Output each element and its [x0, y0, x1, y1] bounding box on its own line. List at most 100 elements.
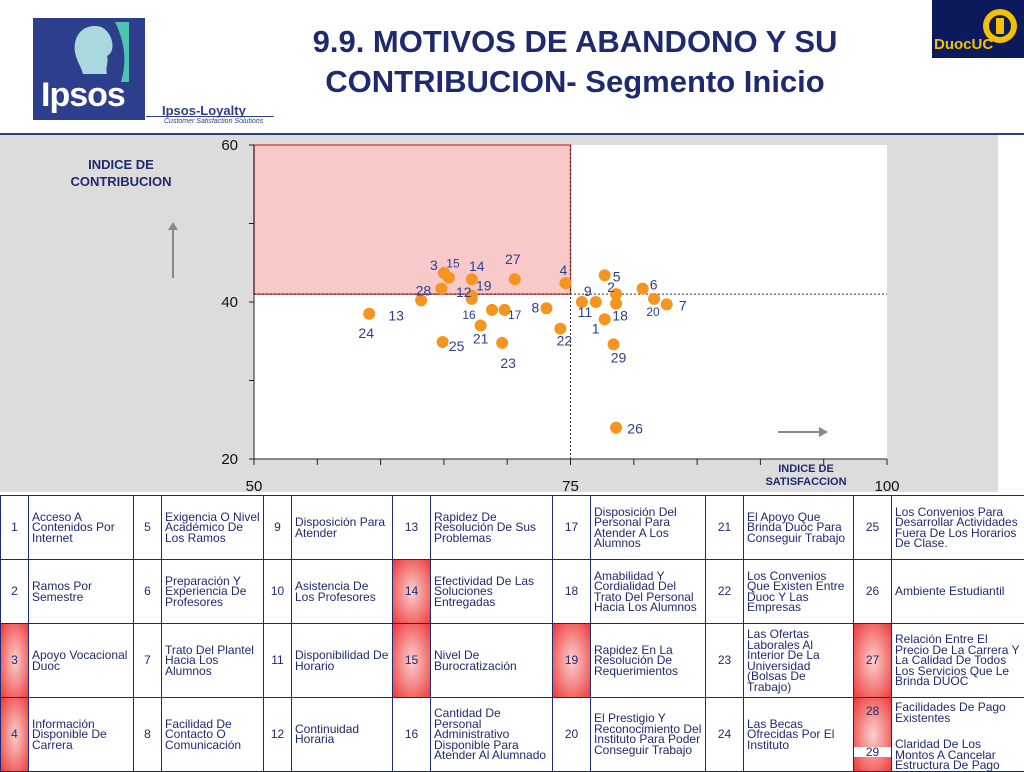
legend-number: 25: [854, 496, 892, 560]
legend-description: Relación Entre El Precio De La Carrera Y…: [892, 624, 1024, 698]
legend-description: Disposición Del Personal Para Atender A …: [591, 496, 706, 560]
legend-number: 1: [1, 496, 29, 560]
data-point-label: 28: [416, 283, 432, 299]
data-point: [610, 422, 622, 434]
data-point-label: 20: [646, 305, 660, 319]
legend-description: Acceso A Contenidos Por Internet: [29, 496, 134, 560]
y-axis-label-line2: CONTRIBUCION: [70, 174, 171, 189]
y-tick-label: 60: [221, 137, 238, 154]
highlight-zone: [254, 145, 571, 294]
data-point-label: 12: [456, 284, 472, 300]
legend-number: 22: [706, 560, 744, 624]
legend-description: Amabilidad Y Cordialidad Del Trato Del P…: [591, 560, 706, 624]
legend-description: Preparación Y Experiencia De Profesores: [162, 560, 264, 624]
data-point-label: 9: [584, 283, 592, 299]
legend-number: 2: [1, 560, 29, 624]
legend-number: 9: [264, 496, 292, 560]
ipsos-logo: Ipsos: [33, 18, 145, 120]
legend-number: 23: [706, 624, 744, 698]
legend-number: 19: [553, 624, 591, 698]
data-point: [661, 298, 673, 310]
data-point-label: 27: [505, 251, 521, 267]
legend-description: Continuidad Horaria: [292, 698, 393, 772]
y-axis-label-line1: INDICE DE: [88, 157, 154, 172]
data-point-label: 4: [560, 262, 568, 278]
legend-description: Ramos Por Semestre: [29, 560, 134, 624]
page-title: 9.9. MOTIVOS DE ABANDONO Y SU CONTRIBUCI…: [230, 22, 920, 102]
legend-description: Las Becas Ofrecidas Por El Instituto: [744, 698, 854, 772]
legend-description: Rapidez En La Resolución De Requerimient…: [591, 624, 706, 698]
data-point-label: 3: [430, 257, 438, 273]
legend-description: Disponibilidad De Horario: [292, 624, 393, 698]
x-axis-label-line2: SATISFACCION: [765, 476, 846, 488]
data-point: [443, 272, 455, 284]
data-point: [363, 308, 375, 320]
legend-description: Nivel De Burocratización: [431, 624, 553, 698]
data-point: [559, 277, 571, 289]
data-point: [486, 304, 498, 316]
legend-description: El Apoyo Que Brinda Duoc Para Conseguir …: [744, 496, 854, 560]
legend-description: Asistencia De Los Profesores: [292, 560, 393, 624]
data-point-label: 13: [388, 307, 404, 323]
ipsos-head-icon: [55, 22, 129, 82]
duoc-logo-text: DuocUC: [934, 36, 993, 53]
data-point-label: 17: [508, 308, 522, 322]
legend-description: Rapidez De Resolución De Sus Problemas: [431, 496, 553, 560]
page-title-line1: 9.9. MOTIVOS DE ABANDONO Y SU: [230, 22, 920, 62]
legend-number: 12: [264, 698, 292, 772]
legend-number: 5: [134, 496, 162, 560]
legend-number: 7: [134, 624, 162, 698]
duoc-logo: DuocUC: [932, 0, 1024, 58]
data-point-label: 15: [446, 257, 460, 271]
legend-number: 15: [393, 624, 431, 698]
legend-number: 24: [706, 698, 744, 772]
data-point-label: 16: [462, 308, 476, 322]
data-point-label: 24: [358, 325, 374, 341]
data-point: [437, 336, 449, 348]
loyalty-underline: [146, 116, 274, 117]
y-tick-label: 20: [221, 451, 238, 468]
legend-number: 26: [854, 560, 892, 624]
legend-description: Ambiente Estudiantil: [892, 560, 1024, 624]
legend-number: 16: [393, 698, 431, 772]
legend-description: Las Ofertas Laborales Al Interior De La …: [744, 624, 854, 698]
legend-number: 10: [264, 560, 292, 624]
data-point-label: 18: [612, 308, 628, 324]
x-tick-label: 75: [562, 478, 579, 495]
legend-number: 3: [1, 624, 29, 698]
data-point-label: 6: [650, 277, 658, 293]
legend-description: Trato Del Plantel Hacia Los Alumnos: [162, 624, 264, 698]
data-point-label: 19: [476, 278, 492, 294]
legend-description: Disposición Para Atender: [292, 496, 393, 560]
arrow-up-icon: [168, 222, 178, 278]
data-point-label: 8: [532, 299, 540, 315]
x-tick-label: 50: [246, 478, 263, 495]
legend-description: Cantidad De Personal Administrativo Disp…: [431, 698, 553, 772]
legend-number: 20: [553, 698, 591, 772]
legend-description: Efectividad De Las Soluciones Entregadas: [431, 560, 553, 624]
legend-number: 27: [854, 624, 892, 698]
legend-number: 6: [134, 560, 162, 624]
legend-description: Facilidad De Contacto O Comunicación: [162, 698, 264, 772]
data-point-label: 5: [613, 268, 621, 284]
data-point-label: 21: [473, 331, 489, 347]
legend-description: Claridad De Los Montos A Cancelar Estruc…: [895, 739, 1021, 771]
data-point: [509, 273, 521, 285]
legend-number: 11: [264, 624, 292, 698]
x-tick-label: 100: [874, 478, 899, 495]
data-point-label: 11: [578, 304, 593, 320]
legend-number: 4: [1, 698, 29, 772]
page-title-line2: CONTRIBUCION- Segmento Inicio: [230, 62, 920, 102]
data-point: [496, 337, 508, 349]
legend-description: Los Convenios Para Desarrollar Actividad…: [892, 496, 1024, 560]
legend-description: Información Disponible De Carrera: [29, 698, 134, 772]
legend-description: Los Convenios Que Existen Entre Duoc Y L…: [744, 560, 854, 624]
legend-description: Exigencia O Nivel Académico De Los Ramos: [162, 496, 264, 560]
